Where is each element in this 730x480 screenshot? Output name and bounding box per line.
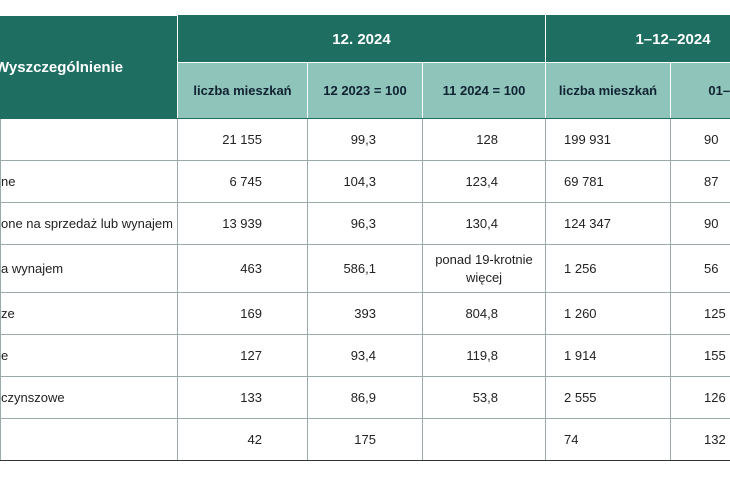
group-header: 1–12–2024: [545, 15, 730, 63]
cell: 130,4: [422, 202, 546, 245]
cell: 199 931: [545, 118, 671, 161]
column-header: liczba mieszkań: [177, 62, 308, 119]
cell: 123,4: [422, 160, 546, 203]
cell: 1 256: [545, 244, 671, 293]
row-label: ne: [0, 160, 178, 203]
header-label: Wyszczególnienie: [0, 15, 178, 119]
cell: 86,9: [307, 376, 423, 419]
cell: 1 914: [545, 334, 671, 377]
cell: 128: [422, 118, 546, 161]
table-container: Wyszczególnienie 12. 2024 1–12–2024 licz…: [0, 15, 730, 465]
cell: 74: [545, 418, 671, 461]
cell: 90: [670, 118, 730, 161]
cell: 99,3: [307, 118, 423, 161]
cell: 133: [177, 376, 308, 419]
cell: 119,8: [422, 334, 546, 377]
cell: 69 781: [545, 160, 671, 203]
cell: 175: [307, 418, 423, 461]
cell: 132: [670, 418, 730, 461]
cell: 804,8: [422, 292, 546, 335]
row-label: one na sprzedaż lub wynajem: [0, 202, 178, 245]
table-row: 21 155 99,3 128 199 931 90: [0, 118, 730, 161]
cell: 125: [670, 292, 730, 335]
cell: 126: [670, 376, 730, 419]
cell: 21 155: [177, 118, 308, 161]
row-label: [0, 118, 178, 161]
row-label: ze: [0, 292, 178, 335]
column-header: liczba mieszkań: [545, 62, 671, 119]
cell: 56: [670, 244, 730, 293]
cell: 6 745: [177, 160, 308, 203]
cell: [422, 418, 546, 461]
header-label-text: Wyszczególnienie: [0, 58, 124, 76]
cell: 53,8: [422, 376, 546, 419]
table-row: a wynajem 463 586,1 ponad 19-krotnie więcej…: [0, 244, 730, 293]
table-row: 42 175 74 132: [0, 418, 730, 461]
cell: 1 260: [545, 292, 671, 335]
column-header: 11 2024 = 100: [422, 62, 546, 119]
cell: 2 555: [545, 376, 671, 419]
row-label: czynszowe: [0, 376, 178, 419]
cell: 127: [177, 334, 308, 377]
column-header: 01–12 20: [670, 62, 730, 119]
cell: 155: [670, 334, 730, 377]
cell: 42: [177, 418, 308, 461]
table-row: czynszowe 133 86,9 53,8 2 555 126: [0, 376, 730, 419]
cell: 96,3: [307, 202, 423, 245]
row-label: e: [0, 334, 178, 377]
group-header: 12. 2024: [177, 15, 546, 63]
column-header: 12 2023 = 100: [307, 62, 423, 119]
table-row: one na sprzedaż lub wynajem 13 939 96,3 130…: [0, 202, 730, 245]
cell: 393: [307, 292, 423, 335]
cell: 90: [670, 202, 730, 245]
cell: 93,4: [307, 334, 423, 377]
cell: ponad 19-krotnie więcej: [422, 244, 546, 293]
row-label: a wynajem: [0, 244, 178, 293]
row-label: [0, 418, 178, 461]
cell: 586,1: [307, 244, 423, 293]
cell: 87: [670, 160, 730, 203]
table-row: e 127 93,4 119,8 1 914 155: [0, 334, 730, 377]
table-row: ne 6 745 104,3 123,4 69 781 87: [0, 160, 730, 203]
cell: 124 347: [545, 202, 671, 245]
cell: 169: [177, 292, 308, 335]
cell: 104,3: [307, 160, 423, 203]
cell: 463: [177, 244, 308, 293]
data-table: Wyszczególnienie 12. 2024 1–12–2024 licz…: [0, 15, 730, 461]
cell: 13 939: [177, 202, 308, 245]
table-row: ze 169 393 804,8 1 260 125: [0, 292, 730, 335]
